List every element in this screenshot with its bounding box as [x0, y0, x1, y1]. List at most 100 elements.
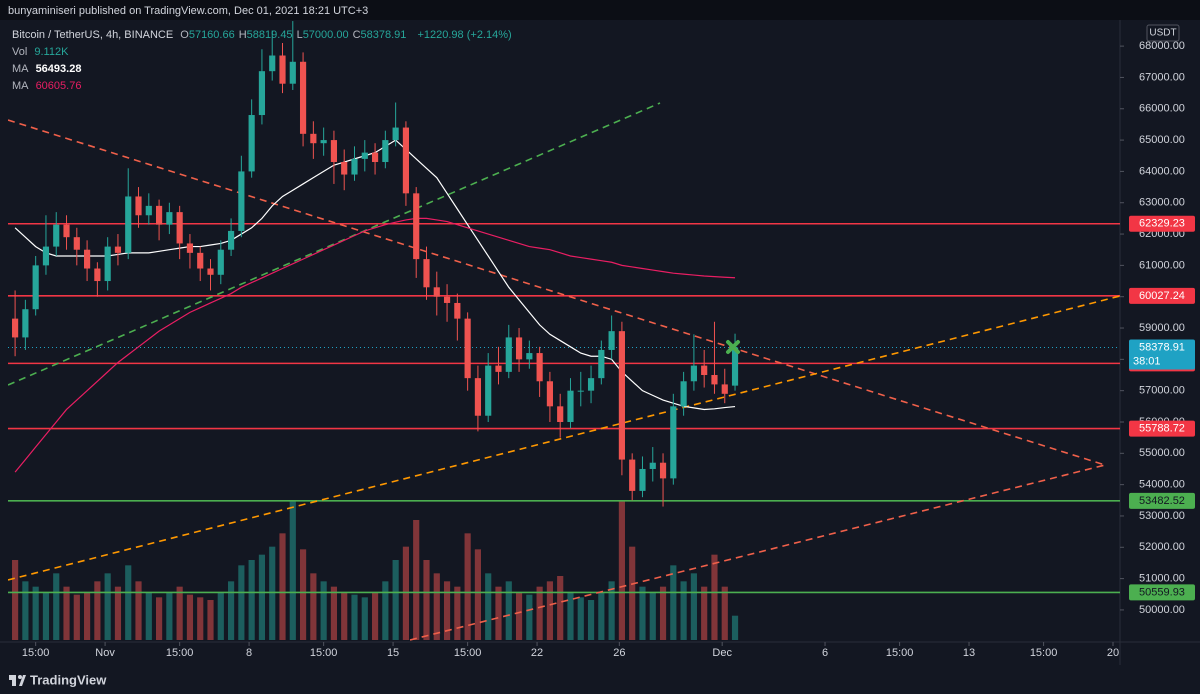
candle-body	[12, 318, 19, 338]
volume-bar	[433, 573, 440, 640]
volume-bar	[505, 581, 512, 640]
volume-bar	[330, 586, 338, 640]
level-label-box	[1129, 420, 1195, 437]
volume-bar	[474, 549, 482, 640]
candle-body	[84, 249, 91, 269]
level-label-box	[1129, 287, 1195, 304]
candle-body	[567, 390, 574, 422]
legend-row: Vol 9.112K	[12, 44, 516, 61]
volume-bar	[382, 581, 389, 640]
ohlc-value: 58819.45	[246, 29, 293, 41]
trendline	[8, 119, 1106, 466]
volume-bar	[227, 581, 235, 640]
candle-body	[485, 365, 492, 416]
ma-line	[14, 139, 736, 411]
ohlc-label: O	[180, 29, 189, 41]
currency: USDT	[1149, 28, 1176, 39]
candle-body	[248, 115, 255, 172]
volume-bar	[73, 594, 80, 640]
candle-body	[382, 140, 389, 163]
ohlc-label: L	[296, 29, 303, 41]
currency-box	[1146, 24, 1180, 42]
candle-body	[53, 224, 60, 247]
volume-bar	[42, 592, 50, 640]
candle-body	[639, 468, 646, 491]
candle-body	[197, 252, 204, 269]
candle-body	[526, 353, 533, 360]
candle-body	[145, 205, 152, 216]
volume-bar	[659, 586, 667, 640]
volume-bar	[53, 573, 60, 640]
volume-bar	[145, 592, 152, 640]
x-tick-label: 15:00	[22, 647, 50, 659]
volume-bar	[536, 586, 543, 640]
axis-layer: 50000.00 51000.00 52000.00 53000.00 54000.00…	[22, 40, 1195, 659]
candle-body	[42, 246, 50, 266]
logo-part	[18, 675, 22, 679]
volume-bar	[320, 581, 327, 640]
candle-body	[135, 196, 142, 216]
candle-body	[227, 230, 235, 250]
volume-bar	[155, 597, 163, 640]
candle-body	[63, 224, 70, 238]
cross-mark	[726, 340, 740, 354]
candle-body	[629, 459, 636, 491]
volume-bar	[515, 592, 523, 640]
candle-body	[659, 462, 667, 479]
volume-bar	[135, 581, 142, 640]
last-price-label: 58378.91	[1139, 341, 1185, 353]
candle-body	[546, 381, 553, 407]
x-tick-label: 15:00	[310, 647, 338, 659]
volume-bar	[104, 573, 111, 640]
legend-row: MA 56493.28	[12, 61, 516, 78]
level-label: 50559.93	[1139, 586, 1185, 598]
x-tick-label: 22	[531, 647, 543, 659]
candle-body	[474, 378, 482, 416]
volume-bar	[279, 533, 286, 640]
candle-body	[320, 140, 327, 144]
candle-layer	[12, 21, 739, 507]
volume-bar	[557, 576, 564, 640]
candle-body	[608, 331, 615, 350]
x-tick-label: 8	[246, 647, 252, 659]
ma-label: MA	[12, 63, 29, 75]
y-tick-label: 59000.00	[1139, 322, 1185, 334]
volume-bar	[526, 594, 533, 640]
volume-bar	[207, 600, 214, 640]
volume-bar	[690, 573, 697, 640]
volume-bar	[649, 592, 656, 640]
candle-body	[310, 133, 317, 144]
volume-bar	[269, 546, 276, 640]
candle-body	[258, 71, 266, 116]
y-tick-label: 53000.00	[1139, 510, 1185, 522]
candle-body	[690, 365, 697, 382]
ohlc-value: 57160.66	[188, 29, 235, 41]
y-tick-label: 67000.00	[1139, 71, 1185, 83]
volume-bar	[341, 592, 348, 640]
candle-body	[207, 268, 214, 275]
volume-bar	[495, 586, 502, 640]
candle-body	[125, 196, 132, 253]
volume-bar	[629, 546, 636, 640]
candle-body	[32, 265, 39, 310]
level-label-box	[1129, 492, 1195, 509]
trendline	[8, 295, 1120, 581]
volume-bar	[701, 586, 708, 640]
legend-row: Bitcoin / TetherUS, 4h, BINANCE O57160.6…	[12, 27, 516, 44]
volume-bar	[721, 586, 728, 640]
candle-body	[454, 302, 461, 319]
volume-bar	[598, 592, 605, 640]
candle-body	[433, 287, 440, 297]
volume-label: Vol	[12, 46, 28, 58]
x-tick-label: Nov	[95, 647, 115, 659]
ma-value: 60605.76	[35, 80, 82, 92]
candle-body	[114, 246, 122, 253]
candle-body	[731, 347, 739, 386]
logo-part	[19, 675, 26, 686]
y-tick-label: 61000.00	[1139, 259, 1185, 271]
candle-body	[371, 152, 379, 163]
candle-body	[289, 61, 296, 84]
symbol: Bitcoin / TetherUS, 4h, BINANCE	[12, 29, 174, 41]
candle-body	[94, 268, 101, 282]
